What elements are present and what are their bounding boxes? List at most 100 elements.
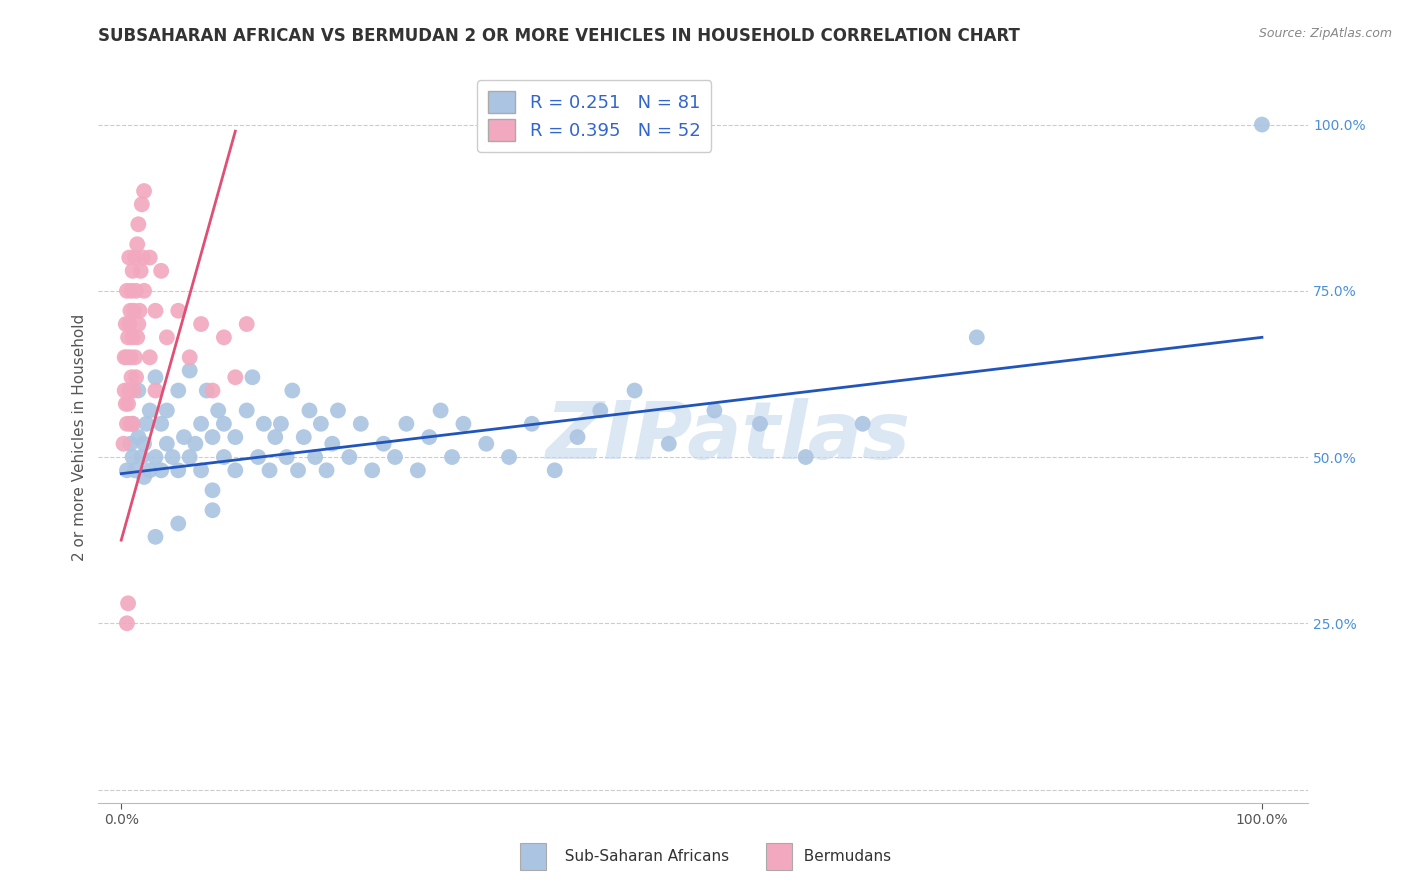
Point <box>167 463 190 477</box>
Point <box>132 184 155 198</box>
Point <box>139 463 162 477</box>
Point <box>1251 118 1274 132</box>
Point <box>184 436 207 450</box>
Point <box>132 436 155 450</box>
Point <box>139 403 162 417</box>
Point <box>212 417 235 431</box>
Text: ZIPatlas: ZIPatlas <box>544 398 910 476</box>
Point <box>212 330 235 344</box>
Point <box>167 303 190 318</box>
Point <box>406 463 429 477</box>
Point <box>115 351 138 365</box>
Point <box>966 330 988 344</box>
Point <box>121 417 143 431</box>
Text: SUBSAHARAN AFRICAN VS BERMUDAN 2 OR MORE VEHICLES IN HOUSEHOLD CORRELATION CHART: SUBSAHARAN AFRICAN VS BERMUDAN 2 OR MORE… <box>98 27 1021 45</box>
Point <box>127 430 149 444</box>
Text: Source: ZipAtlas.com: Source: ZipAtlas.com <box>1258 27 1392 40</box>
Point <box>794 450 817 464</box>
Point <box>224 463 246 477</box>
Point <box>852 417 875 431</box>
Point <box>224 370 246 384</box>
Point <box>589 403 612 417</box>
Point <box>139 251 162 265</box>
Point <box>125 284 148 298</box>
Point <box>125 370 148 384</box>
Point <box>121 284 143 298</box>
Legend: R = 0.251   N = 81, R = 0.395   N = 52: R = 0.251 N = 81, R = 0.395 N = 52 <box>477 80 711 152</box>
Point <box>384 450 406 464</box>
Point <box>145 530 167 544</box>
Point <box>224 430 246 444</box>
Point <box>127 384 149 398</box>
Point <box>131 450 153 464</box>
Point <box>120 351 142 365</box>
Point <box>567 430 589 444</box>
Point <box>145 384 167 398</box>
Point <box>429 403 451 417</box>
Point <box>129 264 152 278</box>
Point <box>309 417 332 431</box>
Point <box>127 217 149 231</box>
Point <box>235 317 257 331</box>
Point <box>115 463 138 477</box>
Point <box>201 483 224 498</box>
Point <box>135 417 157 431</box>
Point <box>114 351 136 365</box>
Point <box>350 417 373 431</box>
Point <box>118 317 141 331</box>
Point <box>127 330 149 344</box>
Y-axis label: 2 or more Vehicles in Household: 2 or more Vehicles in Household <box>72 313 87 561</box>
Point <box>373 436 395 450</box>
Point <box>120 303 142 318</box>
Point <box>114 397 136 411</box>
Point <box>292 430 315 444</box>
Point <box>623 384 645 398</box>
Point <box>121 450 143 464</box>
Point <box>118 251 141 265</box>
Point <box>114 384 136 398</box>
Point <box>150 463 173 477</box>
Point <box>145 370 167 384</box>
Point <box>179 450 201 464</box>
Point <box>212 450 235 464</box>
Point <box>264 430 287 444</box>
Point <box>128 303 150 318</box>
Point <box>115 417 138 431</box>
Point <box>156 330 179 344</box>
Point <box>167 516 190 531</box>
Point <box>418 430 440 444</box>
Point <box>156 436 179 450</box>
Point <box>150 417 173 431</box>
Point <box>145 450 167 464</box>
Point <box>118 384 141 398</box>
Point <box>122 384 145 398</box>
Point <box>253 417 276 431</box>
Point <box>122 303 145 318</box>
Point <box>544 463 567 477</box>
Point <box>121 264 143 278</box>
Point <box>259 463 281 477</box>
Point <box>162 450 184 464</box>
Point <box>453 417 475 431</box>
Point <box>115 284 138 298</box>
Point <box>114 317 136 331</box>
Point <box>132 251 155 265</box>
Point <box>127 317 149 331</box>
Point <box>298 403 321 417</box>
Point <box>131 197 153 211</box>
Point <box>703 403 725 417</box>
Point <box>195 384 218 398</box>
Point <box>207 403 229 417</box>
Point <box>190 417 212 431</box>
Point <box>124 351 146 365</box>
Text: Bermudans: Bermudans <box>794 849 891 863</box>
Point <box>520 417 543 431</box>
Point <box>749 417 772 431</box>
Point <box>321 436 343 450</box>
Point <box>287 463 309 477</box>
Point <box>120 436 142 450</box>
Point <box>127 237 149 252</box>
Point <box>235 403 257 417</box>
Point <box>121 417 143 431</box>
Point <box>201 430 224 444</box>
